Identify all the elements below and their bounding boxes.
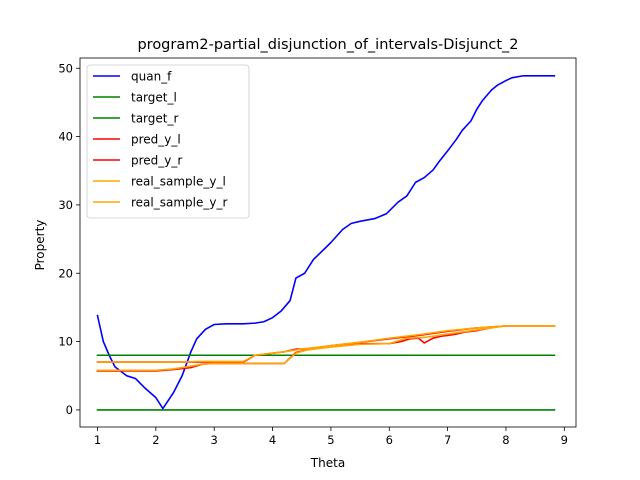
- y-tick-label: 10: [58, 335, 73, 349]
- x-tick-label: 5: [327, 433, 334, 447]
- legend: quan_f target_l target_r pred_y_l pred_y_rre…: [87, 65, 249, 218]
- legend-label-target-r: target_r: [131, 112, 178, 126]
- legend-label-real-sample-y-r: real_sample_y_r: [131, 196, 227, 210]
- x-axis-label: Theta: [310, 456, 345, 470]
- y-tick-label: 50: [58, 61, 73, 75]
- x-tick-label: 7: [444, 433, 451, 447]
- x-tick-label: 8: [502, 433, 509, 447]
- x-tick-label: 6: [386, 433, 393, 447]
- y-axis-label: Property: [33, 220, 47, 271]
- x-tick-label: 4: [269, 433, 276, 447]
- legend-label-quan-f: quan_f: [131, 70, 172, 84]
- chart-title: program2-partial_disjunction_of_interval…: [137, 37, 518, 53]
- x-tick-label: 9: [561, 433, 568, 447]
- y-tick-label: 20: [58, 266, 73, 280]
- x-tick-label: 1: [94, 433, 101, 447]
- x-tick-label: 2: [152, 433, 159, 447]
- legend-label-pred-y-l: pred_y_l: [131, 133, 181, 147]
- y-tick-label: 40: [58, 130, 73, 144]
- legend-label-real-sample-y-l: real_sample_y_l: [131, 175, 226, 189]
- legend-label-pred-y-r: pred_y_r: [131, 154, 182, 168]
- legend-label-target-l: target_l: [131, 91, 177, 105]
- x-tick-label: 3: [211, 433, 218, 447]
- y-tick-label: 0: [66, 403, 73, 417]
- y-tick-label: 30: [58, 198, 73, 212]
